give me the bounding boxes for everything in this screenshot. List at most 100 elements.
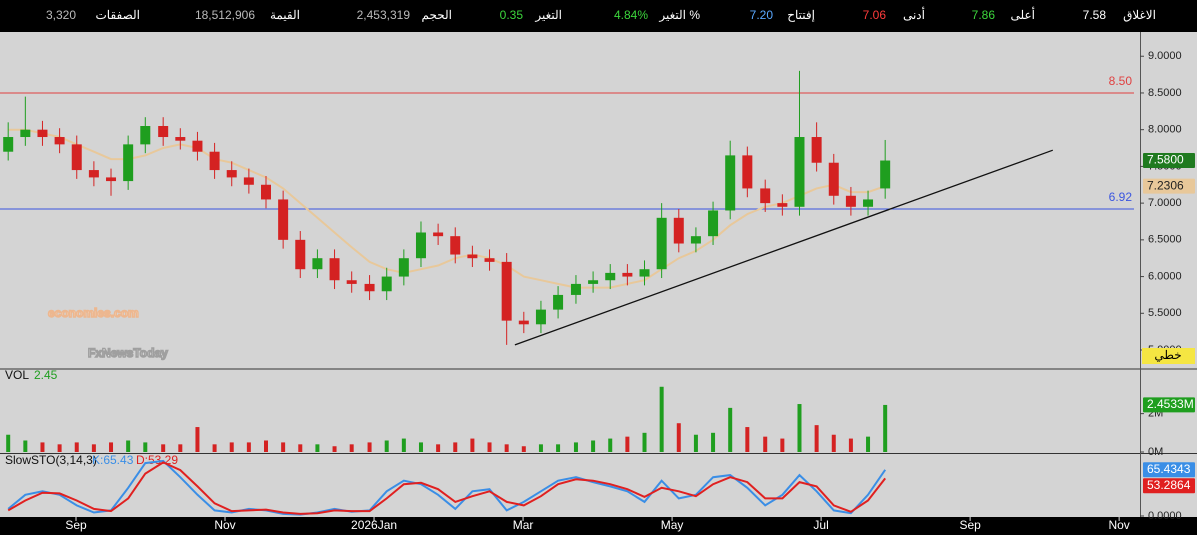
volume-bar	[212, 444, 217, 452]
volume-bar	[195, 427, 200, 452]
volume-bar	[487, 442, 492, 452]
chart-type-button[interactable]	[1142, 348, 1195, 364]
y-tick-label: 0.0000	[1148, 510, 1182, 522]
volume-bar	[831, 434, 836, 452]
volume-bar	[40, 442, 45, 452]
indicator-line	[7, 459, 887, 516]
volume-bar	[418, 442, 423, 452]
candle-body	[261, 184, 271, 200]
volume-bar	[780, 438, 785, 452]
volume-bar	[229, 442, 234, 452]
y-tick-label: 7.0000	[1148, 197, 1182, 209]
volume-bar	[281, 442, 286, 452]
volume-bar	[848, 438, 853, 452]
field-label: الصفقات	[96, 8, 141, 22]
volume-bar	[866, 436, 871, 452]
candle-body	[570, 283, 581, 295]
candle-body	[794, 137, 805, 207]
candle-body	[346, 280, 357, 284]
volume-bar	[74, 442, 79, 452]
volume-bar	[126, 440, 131, 452]
volume-bar	[367, 442, 372, 452]
y-tick-label: 8.5000	[1148, 87, 1182, 99]
candle-body	[880, 160, 891, 189]
volume-bar	[315, 444, 320, 452]
candle-body	[37, 129, 48, 138]
x-tick-label: Mar	[513, 518, 534, 532]
candle-body	[742, 155, 753, 189]
candle-body	[673, 217, 684, 244]
x-tick-label: Sep	[959, 518, 981, 532]
indicator-label: 53.2864	[1147, 478, 1191, 492]
x-tick-label: Sep	[65, 518, 87, 532]
field-value: 7.58	[1083, 8, 1107, 22]
x-tick-label: Jul	[813, 518, 828, 532]
x-tick-label: 2026Jan	[351, 518, 397, 532]
candle-body	[518, 320, 529, 325]
volume-bar	[728, 407, 733, 452]
candle-body	[295, 239, 306, 270]
candle-body	[777, 203, 788, 207]
candle-body	[622, 272, 633, 277]
candle-body	[690, 236, 701, 244]
horizontal-line-label: 8.50	[1109, 74, 1133, 88]
field-value: 18,512,906	[195, 8, 255, 22]
candle-body	[588, 280, 599, 284]
panel-title: SlowSTO(3,14,3)	[5, 453, 97, 467]
indicator-label-box	[1143, 478, 1195, 494]
candle-body	[278, 199, 289, 240]
candle-body	[312, 258, 323, 270]
volume-bar	[332, 446, 337, 452]
candle-body	[467, 254, 478, 259]
candle-body	[243, 177, 254, 185]
candle-body	[845, 195, 856, 207]
candle-body	[88, 170, 99, 178]
candle-body	[433, 232, 444, 237]
x-tick-label: Nov	[1108, 518, 1129, 532]
volume-bar	[625, 436, 630, 452]
ma-label-box	[1143, 178, 1195, 194]
candle-body	[415, 232, 426, 259]
candle-body	[760, 188, 771, 204]
volume-bar	[470, 438, 475, 452]
candle-body	[639, 269, 650, 277]
field-value: 7.86	[972, 8, 996, 22]
candle-body	[106, 177, 117, 182]
candle-body	[20, 129, 31, 138]
candle-body	[364, 283, 375, 292]
candle-body	[209, 151, 220, 171]
volume-bar	[745, 427, 750, 452]
field-label: الحجم	[422, 8, 452, 22]
volume-bar	[57, 444, 62, 452]
time-axis-band	[0, 517, 1197, 535]
field-label: القيمة	[270, 8, 300, 22]
field-label: التغير	[534, 8, 562, 22]
volume-bar	[676, 423, 681, 452]
moving-average	[8, 128, 886, 289]
panel-value: 2.45	[34, 368, 58, 382]
volume-bar	[693, 434, 698, 452]
volume-bar	[797, 404, 802, 452]
field-value: 7.20	[750, 8, 774, 22]
indicator-label-box	[1143, 462, 1195, 478]
panel-title: VOL	[5, 368, 29, 382]
watermark: economies.com	[48, 306, 139, 320]
chart-type-button-label[interactable]: خطي	[1154, 348, 1181, 362]
volume-bar	[883, 404, 888, 452]
candle-body	[398, 258, 409, 277]
candle-body	[140, 126, 151, 145]
volume-bar	[298, 444, 303, 452]
y-tick-label: 8.0000	[1148, 124, 1182, 136]
indicator-line	[7, 461, 886, 515]
volume-bar	[814, 425, 819, 452]
candle-body	[54, 137, 65, 145]
candle-body	[863, 199, 874, 207]
field-value: 4.84%	[614, 8, 648, 22]
volume-bar	[763, 436, 768, 452]
candle-body	[381, 276, 392, 292]
trendline	[514, 149, 1054, 346]
field-label: أدنى	[903, 7, 925, 22]
volume-bar	[143, 442, 148, 452]
field-value: 0.35	[500, 8, 524, 22]
ma-label: 7.2306	[1147, 178, 1184, 192]
